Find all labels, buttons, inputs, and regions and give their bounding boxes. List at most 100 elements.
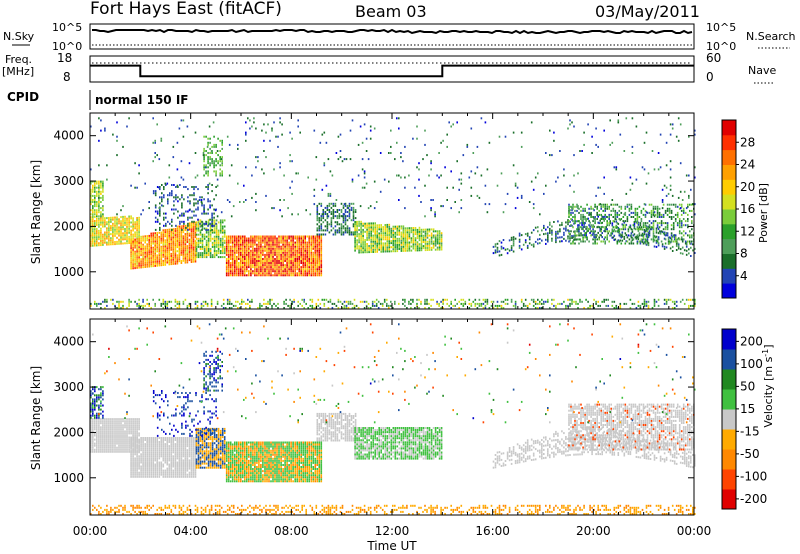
heatmap-cell	[330, 202, 333, 205]
heatmap-cell	[256, 247, 258, 250]
heatmap-cell	[392, 235, 395, 238]
heatmap-cell	[346, 225, 349, 228]
heatmap-cell	[98, 223, 100, 226]
heatmap-cell	[96, 203, 98, 206]
heatmap-cell	[178, 225, 181, 228]
heatmap-cell	[574, 230, 576, 233]
heatmap-cell	[692, 304, 694, 307]
heatmap-cell	[577, 228, 579, 231]
heatmap-cell	[300, 237, 302, 240]
heatmap-cell	[132, 219, 134, 222]
heatmap-cell	[598, 238, 600, 241]
heatmap-cell	[602, 216, 604, 218]
heatmap-cell	[159, 226, 161, 229]
heatmap-cell	[620, 211, 623, 214]
heatmap-cell	[353, 298, 356, 301]
heatmap-cell	[180, 119, 183, 122]
heatmap-cell	[480, 304, 483, 307]
heatmap-cell	[589, 221, 591, 224]
heatmap-cell	[655, 235, 658, 238]
heatmap-cell	[559, 302, 561, 305]
heatmap-cell	[98, 164, 100, 167]
heatmap-cell	[158, 248, 161, 251]
heatmap-cell	[234, 270, 236, 273]
heatmap-cell	[148, 304, 150, 307]
heatmap-cell	[112, 224, 114, 227]
heatmap-cell	[205, 227, 208, 230]
heatmap-cell	[124, 232, 126, 235]
heatmap-cell	[274, 260, 276, 262]
heatmap-cell	[244, 258, 246, 260]
heatmap-cell	[424, 300, 426, 303]
heatmap-cell	[334, 229, 337, 232]
heatmap-cell	[114, 232, 116, 235]
heatmap-cell	[294, 260, 296, 262]
heatmap-cell	[374, 230, 376, 233]
heatmap-cell	[325, 298, 328, 301]
heatmap-cell	[314, 258, 317, 260]
heatmap-cell	[346, 231, 349, 234]
heatmap-cell	[209, 200, 211, 203]
heatmap-cell	[256, 253, 258, 256]
heatmap-cell	[386, 236, 389, 239]
heatmap-cell	[178, 252, 181, 255]
heatmap-cell	[248, 243, 250, 246]
heatmap-cell	[227, 266, 230, 269]
heatmap-cell	[262, 253, 264, 256]
heatmap-cell	[130, 243, 132, 245]
heatmap-cell	[280, 235, 282, 238]
heatmap-cell	[647, 307, 650, 309]
heatmap-cell	[136, 186, 138, 189]
heatmap-cell	[624, 224, 627, 227]
heatmap-cell	[182, 257, 185, 260]
heatmap-cell	[549, 154, 551, 157]
heatmap-cell	[205, 135, 207, 138]
heatmap-cell	[575, 238, 577, 241]
heatmap-cell	[132, 223, 134, 226]
heatmap-cell	[271, 304, 273, 307]
heatmap-cell	[231, 241, 234, 244]
heatmap-cell	[645, 239, 648, 242]
heatmap-cell	[372, 226, 374, 229]
heatmap-cell	[656, 207, 659, 210]
heatmap-cell	[404, 247, 407, 250]
heatmap-cell	[90, 242, 92, 245]
heatmap-cell	[219, 223, 222, 226]
heatmap-cell	[682, 209, 685, 212]
heatmap-cell	[426, 240, 429, 243]
heatmap-cell	[636, 211, 639, 214]
heatmap-cell	[234, 274, 236, 277]
heatmap-cell	[266, 247, 268, 250]
heatmap-cell	[138, 248, 140, 251]
heatmap-cell	[663, 237, 666, 240]
heatmap-cell	[156, 123, 158, 126]
heatmap-cell	[316, 217, 319, 220]
heatmap-cell	[196, 174, 199, 177]
heatmap-cell	[334, 211, 337, 213]
nave-tick-top: 60	[706, 51, 721, 65]
heatmap-cell	[102, 300, 104, 303]
heatmap-cell	[280, 239, 282, 242]
heatmap-cell	[207, 152, 209, 154]
heatmap-cell	[312, 235, 315, 238]
heatmap-cell	[372, 244, 374, 247]
heatmap-cell	[268, 235, 270, 238]
heatmap-cell	[438, 244, 441, 247]
heatmap-cell	[221, 248, 224, 250]
heatmap-cell	[644, 242, 647, 245]
heatmap-cell	[231, 245, 234, 248]
heatmap-cell	[152, 250, 154, 253]
heatmap-cell	[597, 221, 599, 224]
heatmap-cell	[231, 262, 234, 264]
heatmap-cell	[652, 209, 655, 212]
heatmap-cell	[288, 245, 290, 248]
heatmap-cell	[368, 232, 370, 235]
heatmap-cell	[116, 236, 118, 239]
heatmap-cell	[184, 239, 187, 242]
heatmap-cell	[348, 213, 351, 215]
heatmap-cell	[598, 209, 600, 212]
heatmap-cell	[512, 236, 515, 239]
heatmap-cell	[209, 137, 211, 140]
heatmap-cell	[291, 300, 293, 303]
heatmap-cell	[392, 248, 395, 251]
